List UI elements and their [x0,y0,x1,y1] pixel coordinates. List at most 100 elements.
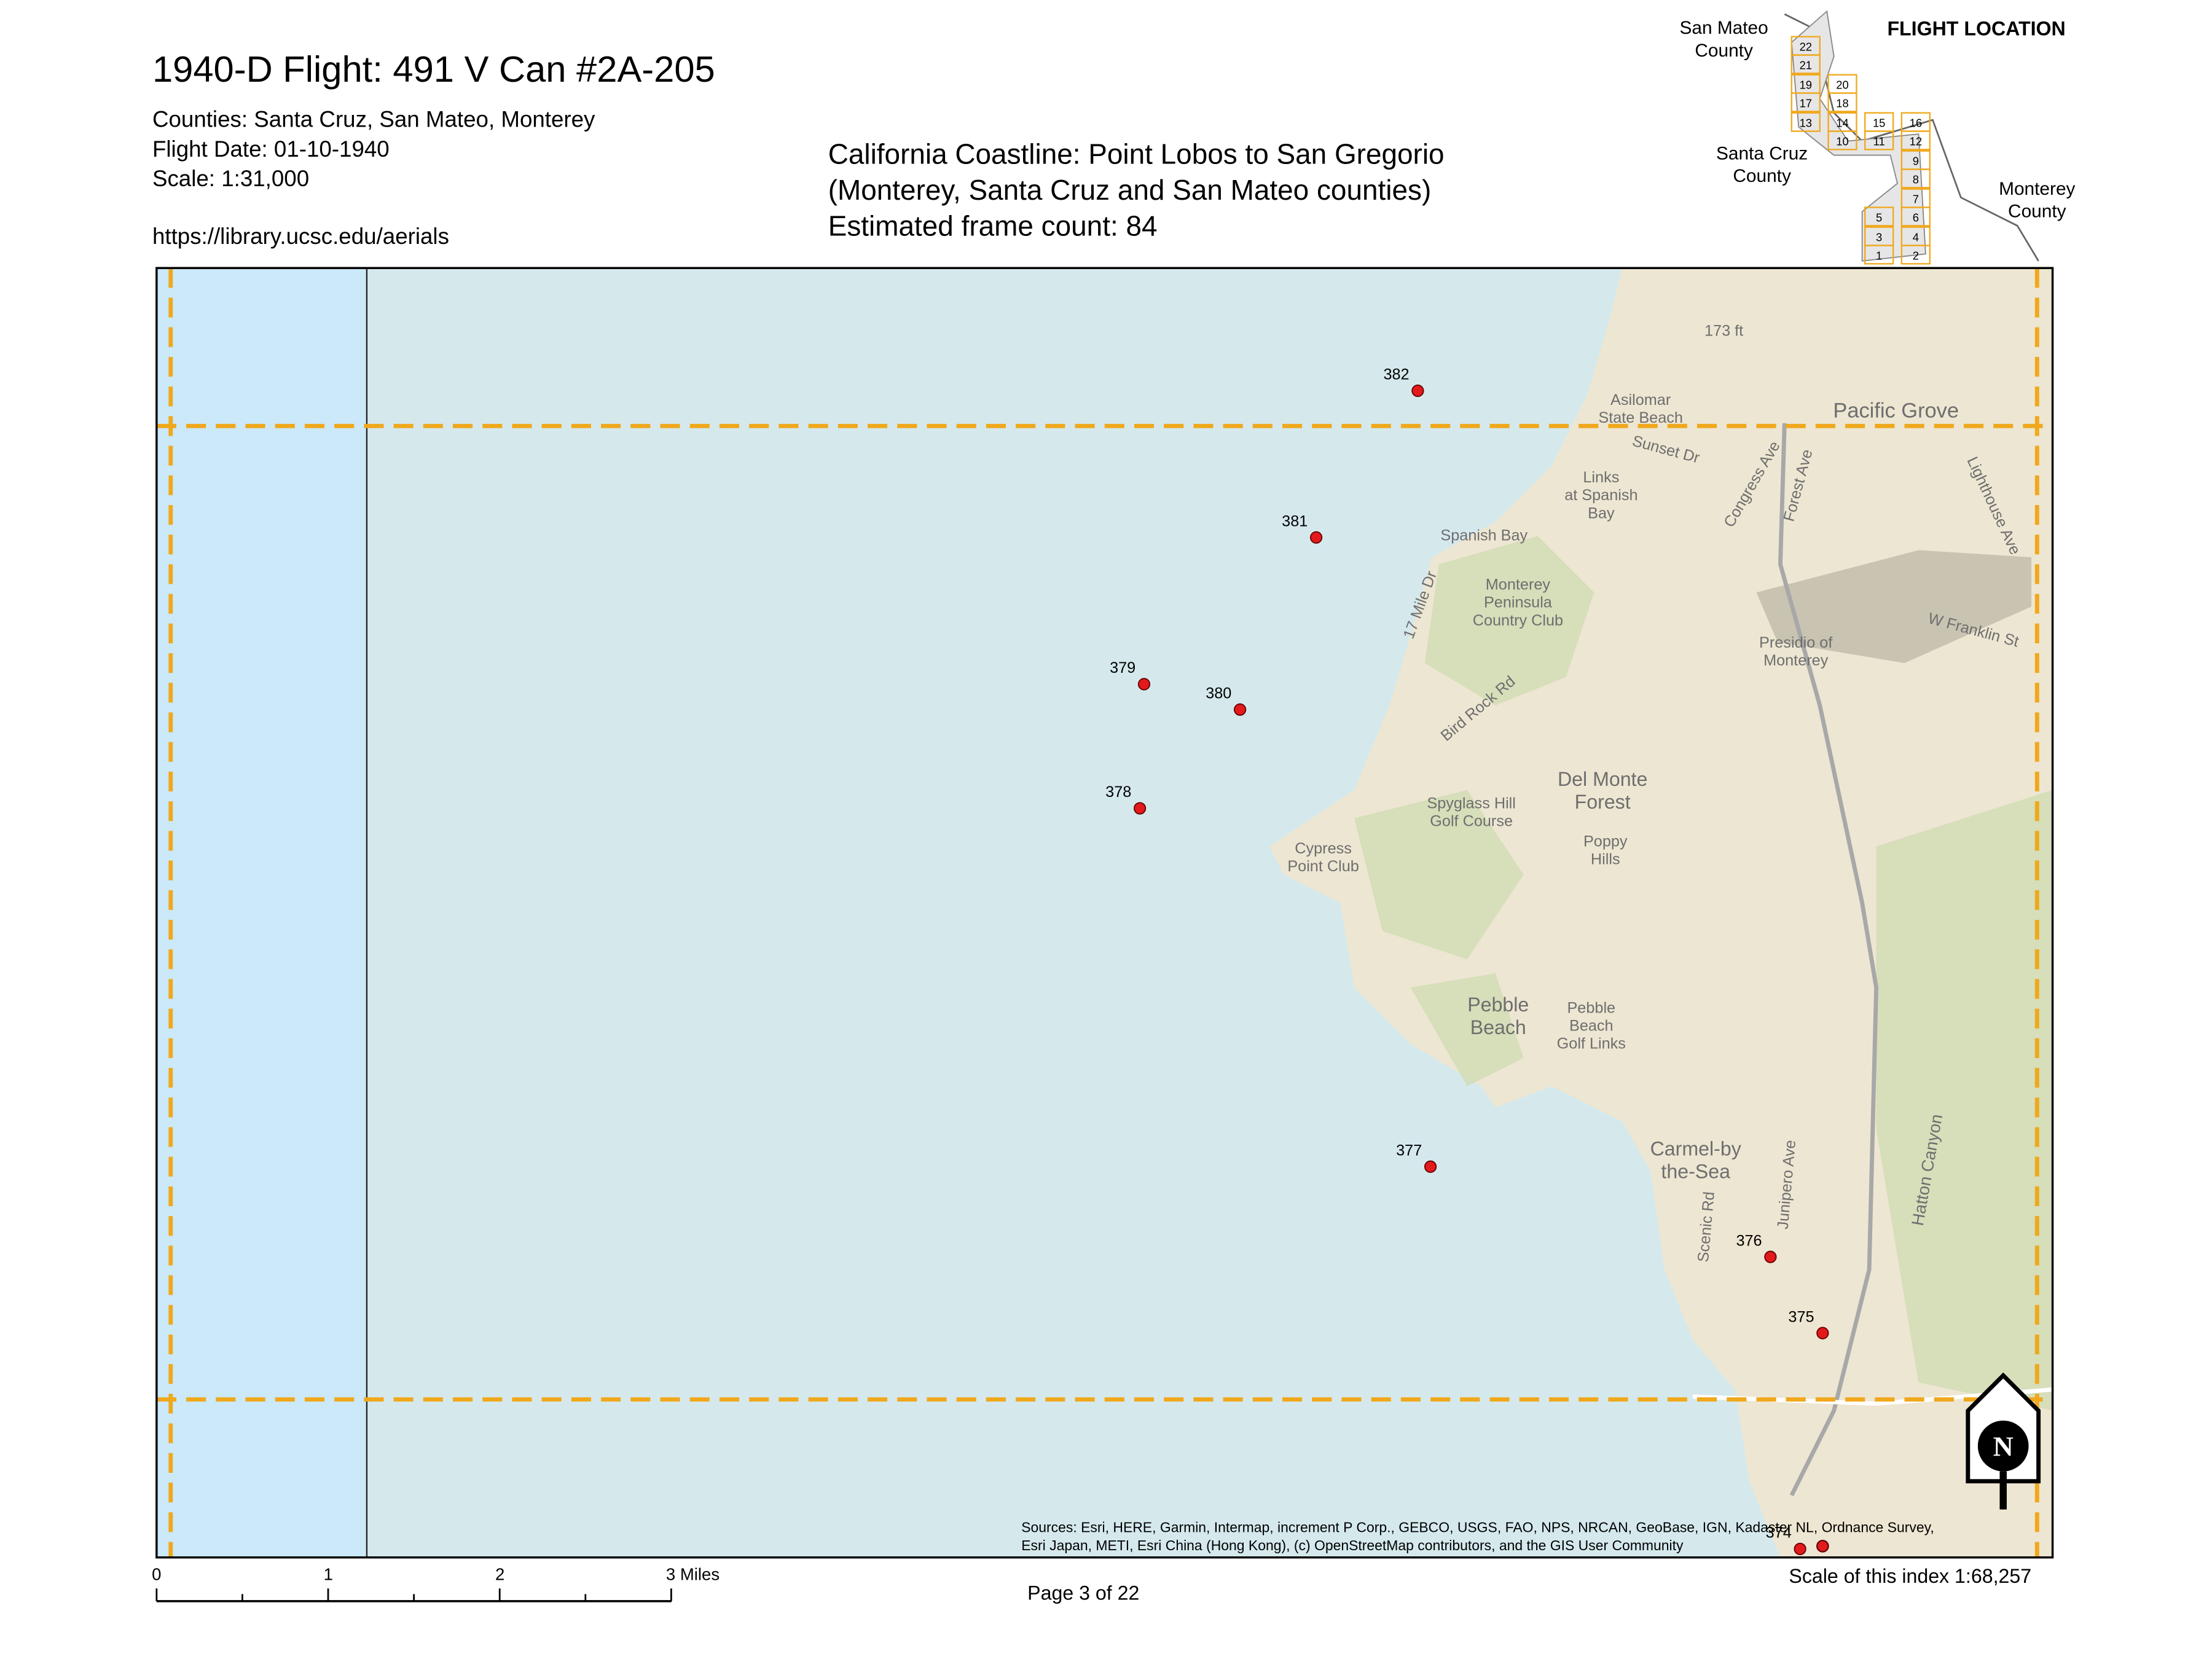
tile-label: 4 [1913,231,1919,244]
county-label: County [1733,166,1791,186]
frame-label: 377 [1396,1142,1422,1159]
header-line: Flight Date: 01-10-1940 [152,136,390,162]
frame-label: 379 [1110,659,1135,677]
scale-label: 1 [324,1564,333,1583]
strip [156,268,367,1558]
map-label: Pebble Beach [1467,994,1529,1038]
sources: Esri Japan, METI, Esri China (Hong Kong)… [1021,1537,1684,1553]
map-label-line: Spyglass Hill [1427,795,1516,812]
frame-point [1411,384,1424,398]
map-label-line: Hills [1591,851,1620,868]
vegetation [1354,536,2053,1411]
map-label: Spyglass Hill Golf Course [1427,795,1516,830]
index-tile [1827,130,1857,151]
map-label-line: Bay [1588,504,1615,522]
tile-label: 13 [1800,117,1812,130]
frame-point [1816,1539,1829,1553]
frame-label: 374 [1766,1524,1792,1542]
index-scale: Scale of this index 1:68,257 [1789,1565,2031,1587]
description-line: California Coastline: Point Lobos to San… [828,138,1445,170]
url: https://library.ucsc.edu/aerials [152,224,449,249]
tile-label: 18 [1836,96,1848,109]
tile-label: 14 [1836,117,1848,130]
map-label-line: Point Club [1287,858,1359,875]
title: 1940-D Flight: 491 V Can #2A-205 [152,49,715,90]
index-tile [1790,92,1821,112]
county-label: County [2008,202,2066,222]
index-tile [1900,168,1931,189]
tile-label: 3 [1876,231,1882,244]
index-tile [1900,206,1931,227]
tile-label: 20 [1836,79,1848,92]
north-arrow: N [1966,1372,2041,1510]
frame-point [1794,1542,1806,1556]
map-label: Pebble Beach Golf Links [1557,999,1626,1052]
tile-label: 1 [1876,249,1882,262]
tile-label: 19 [1800,79,1812,92]
frame-point [1309,531,1323,544]
tile-label: 8 [1913,173,1919,186]
map-label-line: Beach [1569,1018,1614,1035]
map-label-line: Beach [1470,1016,1526,1038]
map-label-line: Spanish Bay [1440,527,1528,544]
map-label-line: Pacific Grove [1833,399,1959,423]
map: 382 381 379 380 378 377 376 375 374 Pacific Grove… [156,268,2053,1558]
index-tile [1790,112,1821,132]
scale-label: 2 [495,1564,504,1583]
county-label: San Mateo [1679,18,1768,38]
map-label: Presidio of Monterey [1759,634,1833,669]
frame-label: 376 [1736,1232,1762,1249]
map-label-line: Presidio of [1759,634,1833,651]
page-number: Page 3 of 22 [1027,1582,1139,1604]
map-label-line: Pebble [1567,999,1615,1016]
index-tile [1900,245,1931,265]
index-tile [1864,206,1894,227]
frame-point [1424,1160,1437,1173]
index-tile [1827,92,1857,112]
scale-label: 3 Miles [666,1564,720,1583]
tile-label: 9 [1913,155,1919,168]
tile-label: 11 [1873,135,1885,147]
tile-label: 5 [1876,211,1882,224]
county-label: County [1695,41,1753,61]
index-tile [1790,54,1821,74]
frame-label: 375 [1788,1308,1814,1325]
map-label: Poppy Hills [1583,833,1628,868]
map-label-line: Golf Links [1557,1035,1626,1053]
presidio [1756,550,2032,664]
scale-label: 0 [152,1564,161,1583]
tile-label: 2 [1913,249,1919,262]
frame-bounds [156,268,2053,1558]
tile-label: 22 [1800,41,1812,53]
map-label: Pacific Grove [1833,399,1959,423]
tile-label: 6 [1913,211,1919,224]
map-label-line: Del Monte [1558,768,1647,790]
map-label-line: Carmel-by [1650,1137,1741,1159]
index-tile [1864,245,1894,265]
map-label: Monterey Peninsula Country Club [1473,576,1563,629]
map-label: Asilomar State Beach [1598,391,1683,426]
description-line: Estimated frame count: 84 [828,210,1158,241]
index-tile [1864,130,1894,151]
county-label: Santa Cruz [1716,143,1808,163]
tile-label: 10 [1836,135,1848,147]
tile-label: 7 [1913,193,1919,206]
map-label-line: at Spanish [1564,487,1637,504]
highway [1778,423,1879,1497]
map-label-line: Forest [1575,791,1631,813]
tile-label: 15 [1873,117,1885,130]
map-label-line: Country Club [1473,612,1563,629]
description-line: (Monterey, Santa Cruz and San Mateo coun… [828,174,1432,206]
tile-label: 12 [1910,135,1922,147]
sources: Sources: Esri, HERE, Garmin, Intermap, i… [1021,1519,1934,1535]
frame-point [1134,802,1147,815]
frame-label: 380 [1206,684,1231,702]
map-label-line: Links [1583,469,1619,486]
tile-label: 21 [1800,59,1812,72]
header-line: Counties: Santa Cruz, San Mateo, Montere… [152,107,595,132]
map-label: Spanish Bay [1440,527,1528,544]
map-label-line: Asilomar [1610,391,1671,409]
county-label: Monterey [1999,179,2075,199]
map-frame [155,267,2054,1559]
